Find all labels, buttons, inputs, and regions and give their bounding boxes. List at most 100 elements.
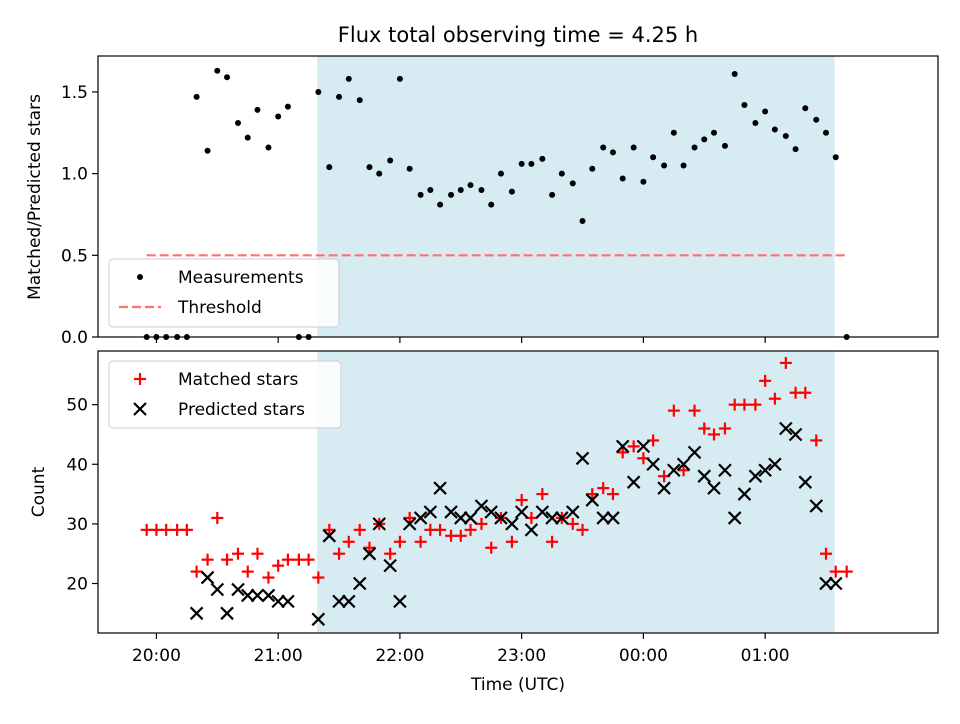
- matched-point: [536, 488, 549, 501]
- chart-title: Flux total observing time = 4.25 h: [338, 23, 698, 47]
- predicted-point: [524, 523, 539, 537]
- predicted-point: [545, 511, 559, 525]
- measurement-point: [366, 164, 373, 171]
- predicted-point: [362, 546, 377, 561]
- matched-point: [840, 565, 853, 578]
- matched-point: [515, 494, 528, 507]
- x-tick-label: 01:00: [741, 646, 790, 666]
- predicted-point: [494, 511, 508, 525]
- measurement-point: [721, 142, 728, 149]
- measurement-point: [691, 144, 698, 151]
- predicted-point: [271, 594, 285, 609]
- matched-point: [180, 523, 193, 536]
- predicted-point: [332, 594, 346, 609]
- measurement-point: [802, 105, 809, 112]
- measurement-point: [437, 201, 444, 208]
- x-tick-label: 22:00: [375, 646, 424, 666]
- predicted-point: [636, 439, 651, 454]
- predicted-point: [555, 511, 569, 525]
- measurement-point: [244, 134, 251, 141]
- matched-point: [627, 440, 640, 453]
- measurement-point: [630, 144, 637, 151]
- top-x-ticks: [155, 337, 766, 343]
- bottom-shaded-region: [317, 351, 835, 633]
- predicted-point: [676, 457, 691, 472]
- predicted-point: [687, 445, 702, 460]
- predicted-point: [707, 481, 721, 495]
- predicted-point: [240, 588, 255, 603]
- matched-point: [505, 535, 518, 548]
- bottom-legend: Matched stars Predicted stars: [108, 360, 342, 429]
- matched-point: [464, 523, 477, 536]
- legend-measurements-label: Measurements: [178, 268, 304, 288]
- top-y-tick-label: 0.5: [61, 246, 88, 266]
- measurement-point: [569, 180, 576, 187]
- matched-point: [454, 529, 467, 542]
- measurement-point: [467, 182, 474, 189]
- legend-threshold-label: Threshold: [177, 298, 262, 318]
- x-tick-label: 00:00: [619, 646, 668, 666]
- predicted-point: [646, 457, 660, 472]
- bottom-y-axis-label: Count: [29, 466, 49, 517]
- predicted-point: [311, 612, 326, 627]
- predicted-point: [514, 505, 529, 519]
- measurement-point: [528, 160, 535, 167]
- measurement-point: [731, 70, 738, 77]
- measurement-point: [448, 191, 455, 198]
- measurement-point: [701, 136, 708, 143]
- predicted-point: [423, 505, 438, 519]
- predicted-point: [383, 558, 397, 573]
- predicted-point: [220, 606, 234, 621]
- measurement-point: [406, 165, 413, 172]
- predicted-point: [433, 481, 447, 495]
- measurement-point: [214, 67, 221, 74]
- predicted-point: [566, 505, 580, 519]
- measurement-point: [457, 186, 464, 193]
- measurement-point: [387, 157, 394, 164]
- matched-point: [698, 422, 711, 435]
- legend-measurement-marker: [137, 274, 143, 280]
- measurement-point: [235, 119, 241, 126]
- matched-point: [221, 553, 234, 566]
- matched-point: [667, 404, 680, 417]
- measurement-point: [193, 93, 200, 100]
- matched-point: [820, 547, 832, 560]
- predicted-point: [667, 463, 681, 478]
- measurement-point: [661, 162, 668, 169]
- predicted-point: [231, 582, 245, 597]
- predicted-point: [393, 594, 407, 609]
- measurement-point: [497, 170, 504, 177]
- measurement-point: [396, 75, 403, 82]
- bottom-y-tick-label: 20: [66, 575, 88, 595]
- matched-point: [799, 386, 812, 399]
- measurement-point: [762, 108, 769, 115]
- bottom-y-tick-label: 30: [66, 515, 88, 535]
- top-y-axis-label: Matched/Predicted stars: [25, 94, 45, 300]
- x-tick-label: 21:00: [254, 646, 303, 666]
- matched-point: [241, 565, 254, 578]
- measurement-point: [650, 154, 657, 161]
- matched-point: [688, 404, 701, 417]
- top-y-ticks: 0.0 0.5 1.0 1.5: [61, 83, 98, 348]
- x-tick-label: 23:00: [497, 646, 546, 666]
- top-plot-frame: [97, 55, 939, 338]
- matched-point: [262, 571, 275, 584]
- matched-point: [323, 523, 336, 536]
- measurement-point: [670, 129, 677, 136]
- predicted-point: [200, 570, 215, 585]
- x-axis-label: Time (UTC): [470, 675, 565, 695]
- legend-predicted-marker: [133, 402, 147, 416]
- matched-point: [160, 523, 173, 536]
- matched-point: [414, 535, 427, 548]
- matched-point: [708, 428, 720, 441]
- matched-point: [342, 535, 355, 548]
- measurement-point: [265, 144, 272, 151]
- measurement-point: [488, 201, 495, 208]
- predicted-point: [444, 505, 458, 519]
- matched-point: [779, 356, 792, 369]
- predicted-point: [585, 493, 600, 507]
- measurement-point: [315, 88, 322, 95]
- predicted-point: [575, 451, 590, 466]
- measurement-point: [356, 97, 363, 104]
- matched-point: [232, 547, 244, 560]
